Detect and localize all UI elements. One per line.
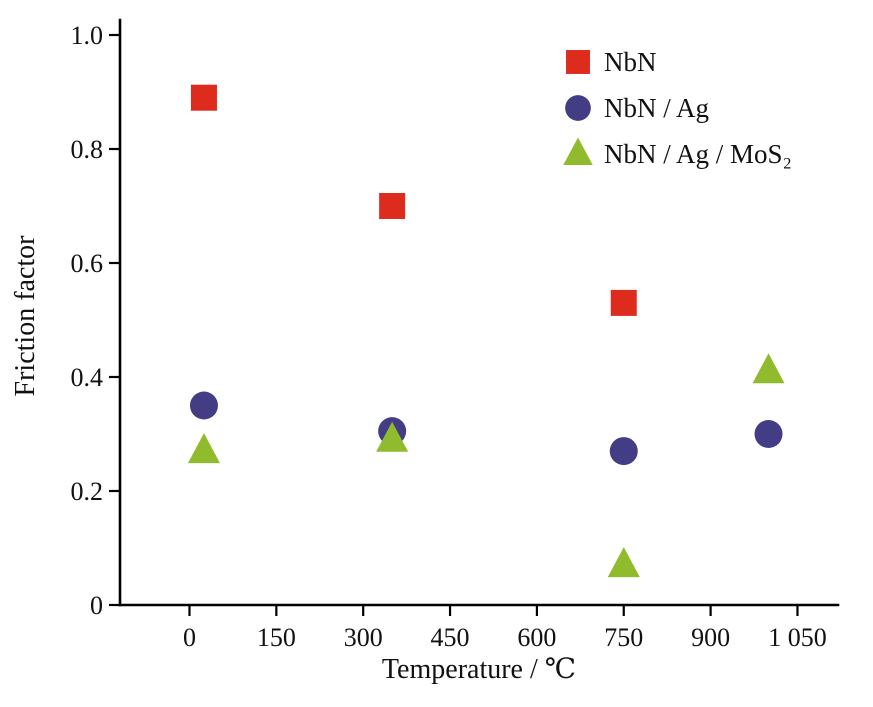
- series-square: [190, 84, 637, 316]
- x-tick-label: 900: [691, 623, 730, 652]
- y-tick-label: 1.0: [71, 21, 104, 50]
- legend-marker-circle: [565, 95, 591, 121]
- x-tick-label: 600: [517, 623, 556, 652]
- x-axis-title: Temperature / ℃: [382, 654, 576, 685]
- legend-item: NbN / Ag / MoS₂: [563, 137, 792, 169]
- y-axis-title: Friction factor: [10, 235, 41, 397]
- legend: NbN NbN / Ag NbN / Ag / MoS₂: [563, 47, 792, 169]
- data-point-square: [610, 289, 637, 316]
- legend-marker-triangle: [563, 137, 593, 166]
- x-tick-label: 450: [431, 623, 470, 652]
- x-tick-label: 150: [257, 623, 296, 652]
- data-point-triangle: [187, 433, 220, 464]
- legend-label: NbN / Ag: [604, 93, 709, 123]
- data-point-circle: [189, 391, 218, 420]
- y-tick-label: 0.8: [71, 135, 104, 164]
- legend-marker-square: [566, 50, 590, 74]
- x-tick-label: 300: [344, 623, 383, 652]
- data-point-square: [379, 193, 406, 219]
- x-tick-label: 750: [604, 623, 643, 652]
- data-point-triangle: [607, 547, 640, 578]
- data-point-circle: [754, 420, 783, 448]
- series-circle: [189, 391, 783, 466]
- y-tick-label: 0.6: [71, 249, 104, 278]
- data-point-square: [190, 84, 217, 111]
- data-point-triangle: [376, 421, 409, 452]
- y-tick-label: 0.4: [71, 363, 104, 392]
- plot-area: 0 150 300 450 600 750 900 1 050 0 0.2 0.4 0.6 0.8 1.0…: [71, 18, 840, 652]
- data-point-circle: [609, 437, 638, 466]
- legend-item: NbN: [566, 47, 657, 77]
- x-tick-label: 0: [183, 623, 196, 652]
- data-point-triangle: [752, 353, 785, 384]
- y-tick-label: 0: [90, 591, 103, 620]
- x-tick-label: 1 050: [768, 623, 827, 652]
- legend-label: NbN: [604, 47, 657, 77]
- legend-item: NbN / Ag: [565, 93, 709, 123]
- series-triangle: [187, 353, 785, 578]
- y-tick-label: 0.2: [71, 477, 104, 506]
- legend-label: NbN / Ag / MoS₂: [604, 139, 792, 169]
